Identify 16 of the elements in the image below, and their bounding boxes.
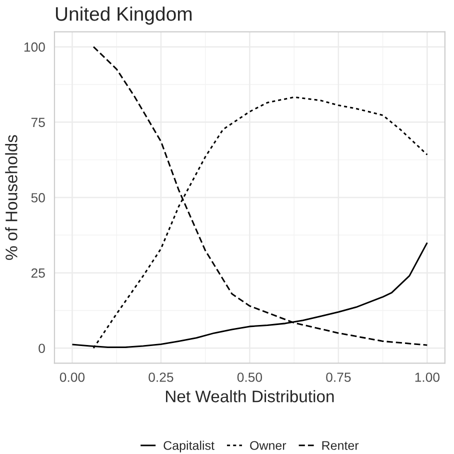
y-tick-label: 75 bbox=[31, 118, 45, 128]
y-tick-label: 25 bbox=[31, 268, 45, 278]
y-tick-label: 100 bbox=[24, 42, 45, 52]
y-tick-label: 0 bbox=[38, 344, 45, 354]
x-tick-label: 0.50 bbox=[237, 372, 262, 382]
x-tick-label: 0.00 bbox=[60, 372, 85, 382]
y-axis-title: % of Households bbox=[5, 135, 18, 260]
legend-label: Owner bbox=[250, 441, 286, 450]
x-tick-label: 1.00 bbox=[415, 372, 440, 382]
y-tick-label: 50 bbox=[31, 193, 45, 202]
chart-title: United Kingdom bbox=[56, 6, 192, 25]
legend-label: Capitalist bbox=[164, 440, 214, 452]
x-axis-title: Net Wealth Distribution bbox=[166, 390, 334, 402]
legend-label: Renter bbox=[322, 441, 359, 450]
x-tick-label: 0.75 bbox=[326, 372, 351, 382]
x-tick-label: 0.25 bbox=[148, 372, 174, 382]
